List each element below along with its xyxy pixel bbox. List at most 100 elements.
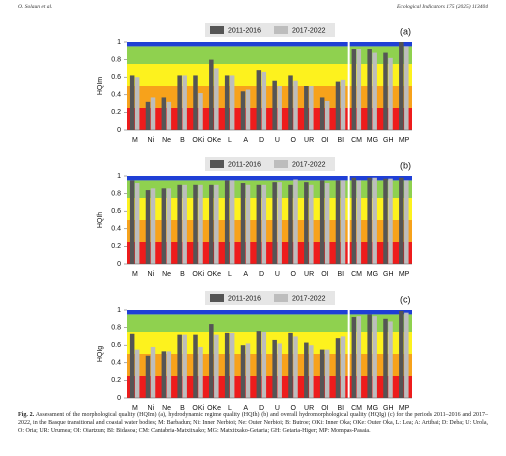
- bar: [383, 52, 388, 131]
- x-tick-label: U: [275, 137, 280, 144]
- bar: [166, 188, 172, 264]
- bar: [129, 333, 135, 398]
- quality-band: [127, 176, 412, 181]
- bar: [288, 332, 293, 398]
- x-tick-label: M: [132, 271, 138, 278]
- bar: [356, 180, 362, 264]
- bar: [351, 49, 357, 130]
- bar: [145, 355, 151, 398]
- x-tick-label: Ni: [147, 271, 154, 278]
- bar: [198, 346, 203, 398]
- x-tick-label: CM: [351, 137, 362, 144]
- bar: [319, 180, 325, 264]
- bar: [340, 180, 346, 264]
- bar: [367, 49, 372, 130]
- bar: [272, 182, 277, 264]
- x-tick-label: A: [243, 137, 248, 144]
- bar: [277, 182, 282, 264]
- legend-label: 2017-2022: [292, 27, 326, 34]
- bar: [340, 79, 346, 130]
- bar: [335, 338, 341, 398]
- bar: [229, 180, 235, 264]
- bar: [372, 52, 377, 131]
- y-tick-label: 0.4: [111, 92, 121, 99]
- x-tick-label: UR: [304, 405, 314, 410]
- y-tick-label: 0.8: [111, 190, 121, 197]
- bar: [166, 101, 172, 130]
- x-tick-label: A: [243, 271, 248, 278]
- x-tick-label: O: [291, 137, 297, 144]
- quality-band: [127, 42, 412, 47]
- x-tick-label: BI: [337, 271, 344, 278]
- bar: [198, 184, 203, 264]
- y-tick-label: 0.2: [111, 377, 121, 384]
- bar: [150, 97, 156, 130]
- x-tick-label: MP: [399, 405, 410, 410]
- x-tick-label: MG: [367, 271, 378, 278]
- x-tick-label: Ni: [147, 405, 154, 410]
- x-tick-label: Ni: [147, 137, 154, 144]
- bar: [224, 75, 230, 130]
- legend-swatch: [210, 160, 224, 168]
- legend-box: [205, 157, 335, 171]
- bar: [367, 314, 372, 398]
- legend-swatch: [274, 294, 288, 302]
- x-tick-label: CM: [351, 405, 362, 410]
- bar: [134, 183, 140, 264]
- legend-swatch: [210, 294, 224, 302]
- y-tick-label: 0.4: [111, 360, 121, 367]
- legend-swatch: [210, 26, 224, 34]
- legend-box: [205, 23, 335, 37]
- figure: 2011-2016 2017-2022 (a) 0 0.2 0.4 0.6 0.8 1 HQIm M…: [97, 23, 412, 410]
- quality-band: [127, 46, 412, 64]
- y-tick-label: 1: [117, 173, 121, 180]
- bar: [261, 71, 267, 130]
- x-tick-label: BI: [337, 405, 344, 410]
- bar: [245, 89, 251, 130]
- bar: [404, 46, 409, 130]
- bar: [277, 343, 282, 398]
- y-tick-label: 0.6: [111, 208, 121, 215]
- x-tick-label: OKi: [192, 137, 204, 144]
- bar: [272, 339, 277, 398]
- x-tick-label: B: [180, 405, 185, 410]
- bar: [356, 49, 362, 130]
- x-tick-label: MP: [399, 271, 410, 278]
- bar: [177, 184, 182, 264]
- x-tick-label: M: [132, 405, 138, 410]
- bar: [209, 184, 214, 264]
- bar: [150, 346, 156, 398]
- bar: [214, 184, 219, 264]
- bar: [134, 349, 140, 398]
- bar: [324, 183, 330, 264]
- header-authors: O. Solaun et al.: [18, 4, 53, 10]
- bar: [182, 184, 187, 264]
- bar: [351, 177, 357, 264]
- x-tick-label: MG: [367, 405, 378, 410]
- bar: [129, 75, 135, 130]
- y-tick-label: 0.2: [111, 109, 121, 116]
- x-tick-label: UR: [304, 137, 314, 144]
- legend-box: [205, 291, 335, 305]
- header-journal: Ecological Indicators 175 (2025) 113404: [397, 4, 488, 10]
- bar: [224, 332, 230, 398]
- x-tick-label: OI: [321, 405, 328, 410]
- bar: [288, 75, 293, 130]
- bar: [335, 180, 341, 264]
- bar: [209, 59, 214, 130]
- bar: [224, 180, 230, 264]
- y-axis-label: HQIm: [97, 77, 104, 95]
- x-tick-label: B: [180, 271, 185, 278]
- bar: [388, 57, 393, 131]
- bar: [277, 86, 282, 130]
- bar: [182, 334, 187, 398]
- quality-band: [127, 310, 412, 315]
- bar: [404, 180, 409, 264]
- x-tick-label: OKi: [192, 271, 204, 278]
- bar: [177, 75, 182, 130]
- bar: [288, 184, 293, 264]
- bar: [245, 184, 251, 264]
- y-axis-label: HQIg: [97, 346, 104, 362]
- caption: Fig. 2. Assessment of the morphological …: [18, 411, 488, 435]
